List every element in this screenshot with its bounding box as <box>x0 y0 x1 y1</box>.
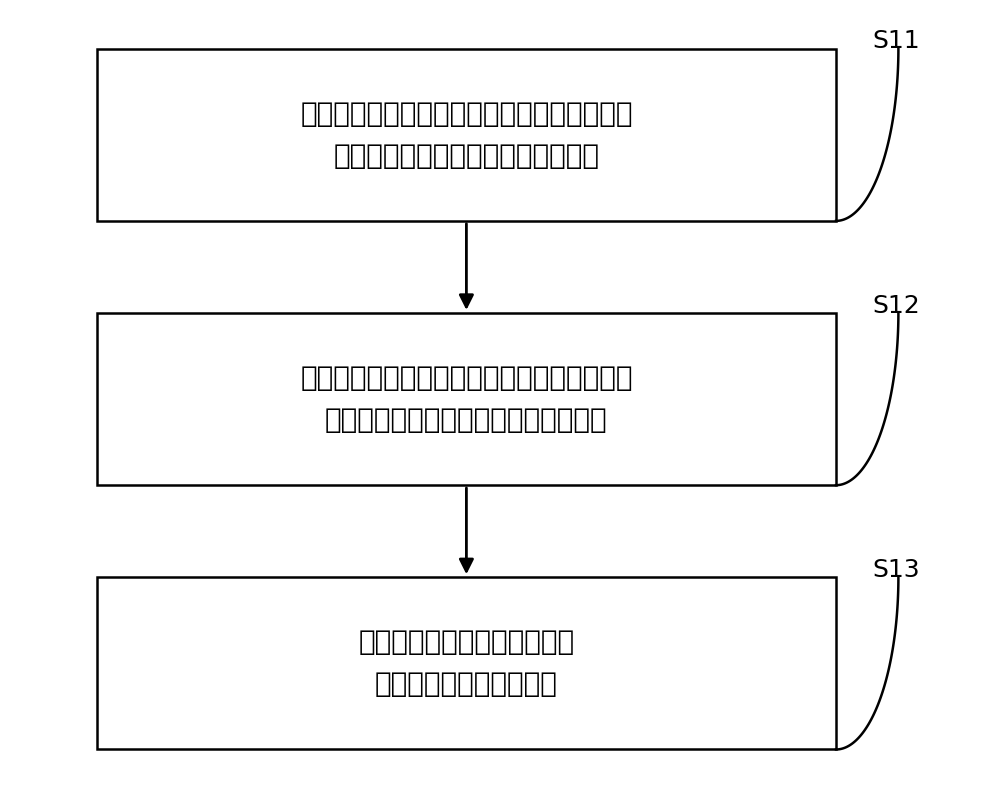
FancyBboxPatch shape <box>97 49 836 221</box>
Text: S13: S13 <box>872 558 920 582</box>
Text: 系数中数值最小的作为压差一致性系数: 系数中数值最小的作为压差一致性系数 <box>325 406 608 434</box>
FancyBboxPatch shape <box>97 577 836 749</box>
Text: S12: S12 <box>872 294 920 318</box>
Text: 获取电动汽车上电前的静态压差一致性系数以: 获取电动汽车上电前的静态压差一致性系数以 <box>300 100 633 128</box>
Text: 选择静态压差一致性系数以及动态压差一致性: 选择静态压差一致性系数以及动态压差一致性 <box>300 364 633 392</box>
Text: 根据压差一致性系数，对动力: 根据压差一致性系数，对动力 <box>358 628 574 656</box>
FancyBboxPatch shape <box>97 313 836 485</box>
Text: S11: S11 <box>872 30 920 53</box>
Text: 及高压上电后的动态压差一致性系数: 及高压上电后的动态压差一致性系数 <box>333 142 599 170</box>
Text: 电池的荷电状态进行修正: 电池的荷电状态进行修正 <box>375 670 558 698</box>
